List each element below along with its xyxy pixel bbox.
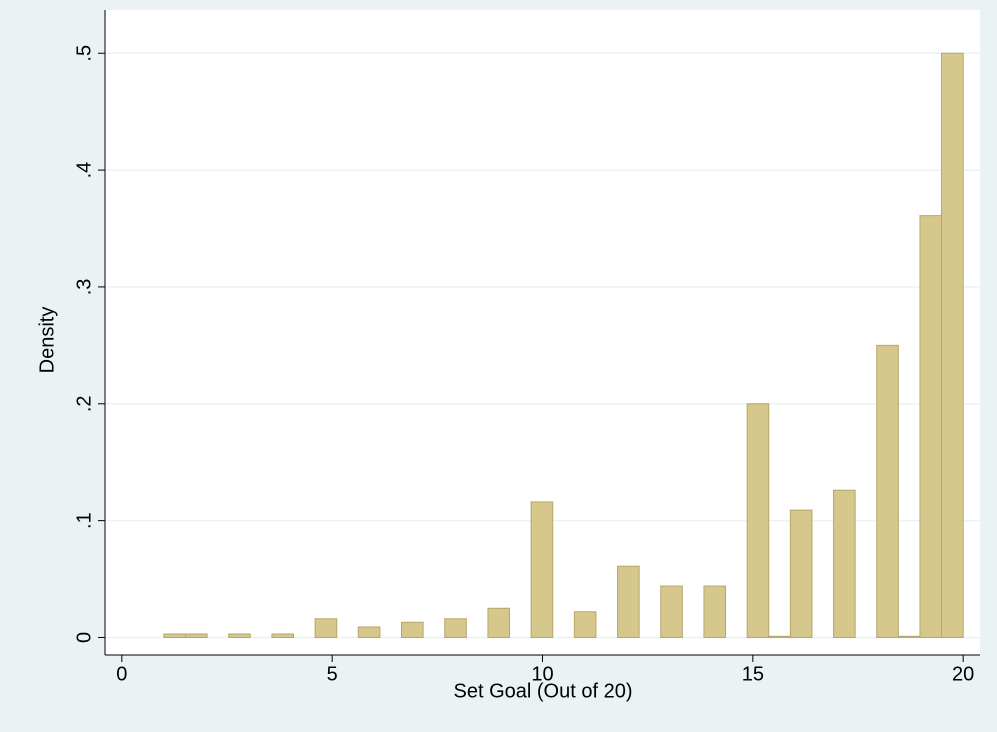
x-tick-label: 5 [327, 663, 338, 685]
y-tick-label: .2 [73, 395, 95, 412]
y-tick-label: .5 [73, 45, 95, 62]
x-tick-label: 0 [116, 663, 127, 685]
bar [314, 618, 338, 638]
bar [163, 633, 187, 638]
bar [919, 215, 943, 638]
y-tick-label: 0 [73, 632, 95, 643]
bar [897, 635, 921, 638]
bar [876, 344, 899, 638]
bar [401, 621, 424, 638]
bar [617, 565, 640, 638]
bar [357, 626, 381, 638]
bar [789, 509, 813, 638]
bar [833, 489, 856, 638]
bar [185, 633, 208, 638]
bar [573, 611, 597, 638]
bar [746, 403, 770, 638]
bar [530, 501, 554, 638]
bar [660, 585, 683, 638]
x-axis-title: Set Goal (Out of 20) [454, 680, 633, 702]
bar [941, 52, 964, 638]
x-tick-label: 15 [742, 663, 764, 685]
x-tick-label: 20 [952, 663, 974, 685]
y-tick-label: .4 [73, 162, 95, 179]
y-tick-label: .3 [73, 279, 95, 296]
bar [487, 607, 511, 638]
bar [228, 633, 251, 638]
bar [444, 618, 467, 638]
bar [703, 585, 727, 638]
bar [271, 633, 295, 638]
y-axis-title: Density [36, 307, 58, 374]
x-tick-label: 10 [531, 663, 553, 685]
bar [768, 635, 791, 638]
y-tick-label: .1 [73, 512, 95, 529]
